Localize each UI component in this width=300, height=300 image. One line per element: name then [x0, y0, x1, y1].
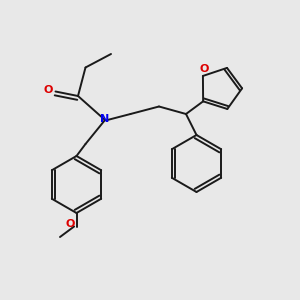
Text: O: O [66, 219, 75, 229]
Text: N: N [100, 113, 109, 124]
Text: O: O [43, 85, 53, 95]
Text: O: O [200, 64, 209, 74]
